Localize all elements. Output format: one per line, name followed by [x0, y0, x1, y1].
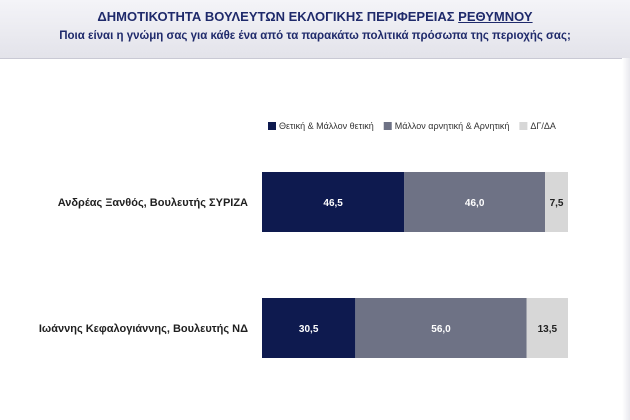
bar-segment-2-2	[355, 298, 527, 358]
data-label-1-1: 46,5	[323, 198, 343, 209]
data-label-1-3: 7,5	[550, 198, 564, 209]
bar-segment-1-2	[404, 172, 546, 232]
chart-subtitle: Ποια είναι η γνώμη σας για κάθε ένα από …	[59, 30, 571, 42]
legend-label-2: Μάλλον αρνητική & Αρνητική	[395, 121, 510, 131]
legend-swatch-2	[383, 122, 392, 130]
bar-segment-2-3	[526, 298, 568, 358]
data-label-1-2: 46,0	[465, 198, 485, 209]
bar-segment-1-1	[262, 172, 405, 232]
stacked-bar-chart: Θετική & Μάλλον θετική Μάλλον αρνητική & …	[39, 121, 568, 358]
legend-label-1: Θετική & Μάλλον θετική	[279, 121, 374, 131]
legend-label-3: ΔΓ/ΔΑ	[530, 121, 555, 131]
data-label-2-2: 56,0	[431, 324, 451, 335]
category-label-2: Ιωάννης Κεφαλογιάννης, Βουλευτής ΝΔ	[39, 323, 248, 335]
chart-title: ΔΗΜΟΤΙΚΟΤΗΤΑ ΒΟΥΛΕΥΤΩΝ ΕΚΛΟΓΙΚΗΣ ΠΕΡΙΦΕΡ…	[0, 9, 630, 24]
page-edge-shadow	[622, 58, 630, 420]
bar-segment-2-1	[262, 298, 356, 358]
category-label-1: Ανδρέας Ξανθός, Βουλευτής ΣΥΡΙΖΑ	[58, 197, 248, 209]
data-label-2-3: 13,5	[538, 324, 558, 335]
chart-title-highlight: ΡΕΘΥΜΝΟΥ	[458, 9, 533, 24]
data-label-2-1: 30,5	[299, 324, 319, 335]
chart-header: ΔΗΜΟΤΙΚΟΤΗΤΑ ΒΟΥΛΕΥΤΩΝ ΕΚΛΟΓΙΚΗΣ ΠΕΡΙΦΕΡ…	[0, 0, 630, 59]
legend-swatch-1	[268, 122, 276, 130]
bar-segment-1-3	[545, 172, 568, 232]
legend-swatch-3	[519, 122, 528, 130]
chart-title-main: ΔΗΜΟΤΙΚΟΤΗΤΑ ΒΟΥΛΕΥΤΩΝ ΕΚΛΟΓΙΚΗΣ ΠΕΡΙΦΕΡ…	[97, 9, 459, 24]
